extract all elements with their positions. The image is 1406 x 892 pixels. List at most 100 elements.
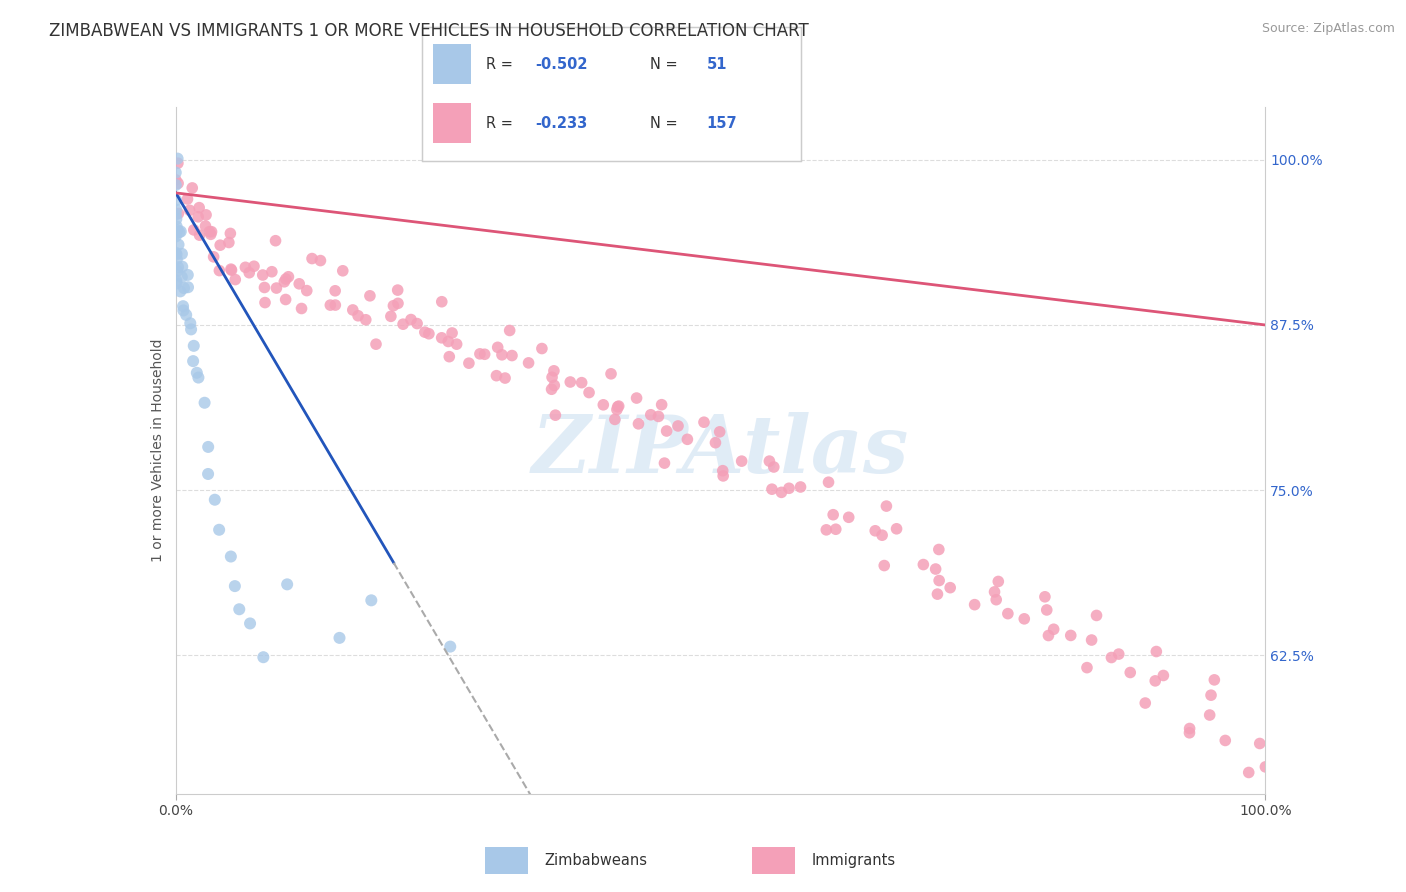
Point [323,298,346,312]
Point [170,225,193,239]
Point [188,201,211,215]
Point [243,259,266,273]
Point [517,356,540,370]
Point [606,402,628,417]
Point [1249,737,1271,751]
Point [418,326,440,341]
Point [1254,760,1277,774]
Point [486,340,509,354]
Point [693,415,716,429]
Text: N =: N = [650,57,682,71]
Point [655,424,678,438]
Point [221,263,243,277]
Point [1085,608,1108,623]
Point [1144,673,1167,688]
Point [439,350,461,364]
Point [1099,650,1122,665]
Point [606,400,628,414]
Point [187,210,209,224]
Point [181,354,204,368]
Point [253,280,276,294]
Point [578,385,600,400]
Point [963,598,986,612]
Point [165,245,187,260]
Point [1237,765,1260,780]
Point [654,456,676,470]
Point [387,283,409,297]
Point [204,492,226,507]
Text: Source: ZipAtlas.com: Source: ZipAtlas.com [1261,22,1395,36]
Point [430,331,453,345]
Point [815,523,838,537]
Point [167,176,190,190]
Point [208,263,231,277]
Point [711,469,734,483]
Text: Zimbabweans: Zimbabweans [544,854,647,868]
Point [886,522,908,536]
Point [167,206,190,220]
Point [179,203,201,218]
Point [253,295,276,310]
Point [730,454,752,468]
Point [166,252,188,267]
Point [309,253,332,268]
Point [870,528,893,542]
Point [762,460,785,475]
Point [544,408,567,422]
Point [382,299,405,313]
Point [172,260,194,274]
Point [430,294,453,309]
Point [219,227,242,241]
Point [789,480,811,494]
Point [170,247,193,261]
Point [927,587,949,601]
Point [1178,722,1201,736]
Point [167,156,190,170]
Point [406,317,429,331]
Point [290,301,312,316]
Point [441,326,464,340]
Point [824,522,846,536]
Point [194,396,217,410]
Point [928,542,950,557]
Point [1204,673,1226,687]
Point [200,227,222,242]
Point [177,280,200,294]
Point [491,348,513,362]
Point [364,337,387,351]
Point [239,616,262,631]
Point [274,293,297,307]
Point [219,262,242,277]
Point [823,508,845,522]
Point [172,303,194,318]
Point [875,499,897,513]
Point [166,264,188,278]
Point [928,574,950,588]
Point [709,425,731,439]
Point [177,268,200,282]
Point [817,475,839,490]
Point [181,181,204,195]
Point [474,347,496,361]
Point [627,417,650,431]
Point [758,454,780,468]
Point [711,464,734,478]
Point [863,524,886,538]
Point [187,370,209,384]
Point [194,219,217,233]
Point [498,323,520,337]
Text: N =: N = [650,116,682,130]
Point [540,382,562,396]
Point [1213,733,1236,747]
Point [218,235,240,250]
Point [183,339,205,353]
Point [188,228,211,243]
Point [200,225,222,239]
Point [778,481,800,495]
Point [319,298,342,312]
Point [501,349,523,363]
Point [166,247,188,261]
Point [494,371,516,385]
Point [342,302,364,317]
Point [1178,726,1201,740]
